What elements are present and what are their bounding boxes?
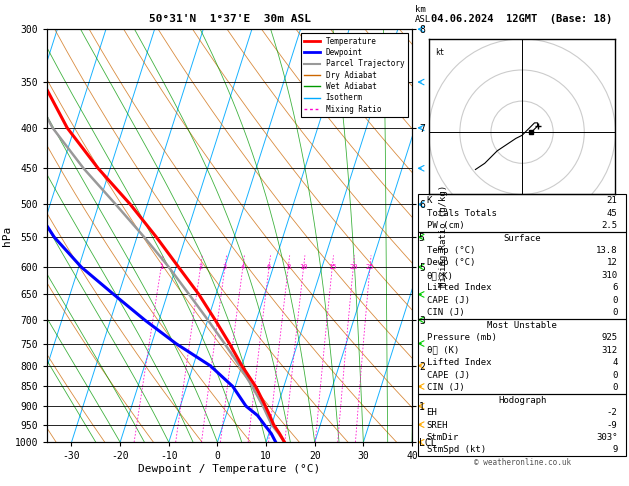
Text: 0: 0 xyxy=(612,371,618,380)
Text: θᴄ (K): θᴄ (K) xyxy=(426,346,459,355)
Text: 9: 9 xyxy=(612,446,618,454)
Text: θᴄ(K): θᴄ(K) xyxy=(426,271,454,280)
Text: 0: 0 xyxy=(612,296,618,305)
Text: 0: 0 xyxy=(612,308,618,317)
Text: StmSpd (kt): StmSpd (kt) xyxy=(426,446,486,454)
Bar xyxy=(418,394,626,456)
Text: Dewp (°C): Dewp (°C) xyxy=(426,259,475,267)
Text: 8: 8 xyxy=(286,264,291,270)
Text: Hodograph: Hodograph xyxy=(498,396,546,405)
Text: 3: 3 xyxy=(223,264,227,270)
Text: CAPE (J): CAPE (J) xyxy=(426,296,470,305)
Text: K: K xyxy=(426,196,432,205)
Text: CAPE (J): CAPE (J) xyxy=(426,371,470,380)
Text: -2: -2 xyxy=(607,408,618,417)
Text: StmDir: StmDir xyxy=(426,433,459,442)
Text: 20: 20 xyxy=(349,264,357,270)
Text: SREH: SREH xyxy=(426,420,448,430)
Text: 925: 925 xyxy=(601,333,618,342)
Y-axis label: hPa: hPa xyxy=(2,226,12,246)
Text: Totals Totals: Totals Totals xyxy=(426,208,496,218)
Text: 50°31'N  1°37'E  30m ASL: 50°31'N 1°37'E 30m ASL xyxy=(148,14,311,24)
Text: 0: 0 xyxy=(612,383,618,392)
Text: 4: 4 xyxy=(612,358,618,367)
Text: Lifted Index: Lifted Index xyxy=(426,358,491,367)
Text: 6: 6 xyxy=(612,283,618,293)
Text: © weatheronline.co.uk: © weatheronline.co.uk xyxy=(474,458,571,467)
Bar xyxy=(418,232,626,319)
Text: 310: 310 xyxy=(601,271,618,280)
Text: 312: 312 xyxy=(601,346,618,355)
Text: Lifted Index: Lifted Index xyxy=(426,283,491,293)
Legend: Temperature, Dewpoint, Parcel Trajectory, Dry Adiabat, Wet Adiabat, Isotherm, Mi: Temperature, Dewpoint, Parcel Trajectory… xyxy=(301,33,408,117)
Text: EH: EH xyxy=(426,408,437,417)
Text: 2.5: 2.5 xyxy=(601,221,618,230)
Text: 2: 2 xyxy=(199,264,203,270)
Text: CIN (J): CIN (J) xyxy=(426,308,464,317)
Text: CIN (J): CIN (J) xyxy=(426,383,464,392)
Text: Pressure (mb): Pressure (mb) xyxy=(426,333,496,342)
Text: 21: 21 xyxy=(607,196,618,205)
Text: Mixing Ratio (g/kg): Mixing Ratio (g/kg) xyxy=(439,185,448,287)
Text: km
ASL: km ASL xyxy=(415,5,431,24)
Text: 13.8: 13.8 xyxy=(596,246,618,255)
Text: 303°: 303° xyxy=(596,433,618,442)
Bar xyxy=(418,194,626,232)
Text: kt: kt xyxy=(435,48,444,57)
Text: 15: 15 xyxy=(328,264,337,270)
Text: 6: 6 xyxy=(267,264,271,270)
Text: PW (cm): PW (cm) xyxy=(426,221,464,230)
Text: 4: 4 xyxy=(241,264,245,270)
Text: 45: 45 xyxy=(607,208,618,218)
Text: 04.06.2024  12GMT  (Base: 18): 04.06.2024 12GMT (Base: 18) xyxy=(431,14,613,24)
Text: Surface: Surface xyxy=(503,234,541,243)
Text: 25: 25 xyxy=(365,264,374,270)
Text: 12: 12 xyxy=(607,259,618,267)
Text: Temp (°C): Temp (°C) xyxy=(426,246,475,255)
X-axis label: Dewpoint / Temperature (°C): Dewpoint / Temperature (°C) xyxy=(138,464,321,474)
Text: 10: 10 xyxy=(299,264,308,270)
Bar xyxy=(418,319,626,394)
Text: Most Unstable: Most Unstable xyxy=(487,321,557,330)
Text: 1: 1 xyxy=(159,264,164,270)
Text: -9: -9 xyxy=(607,420,618,430)
